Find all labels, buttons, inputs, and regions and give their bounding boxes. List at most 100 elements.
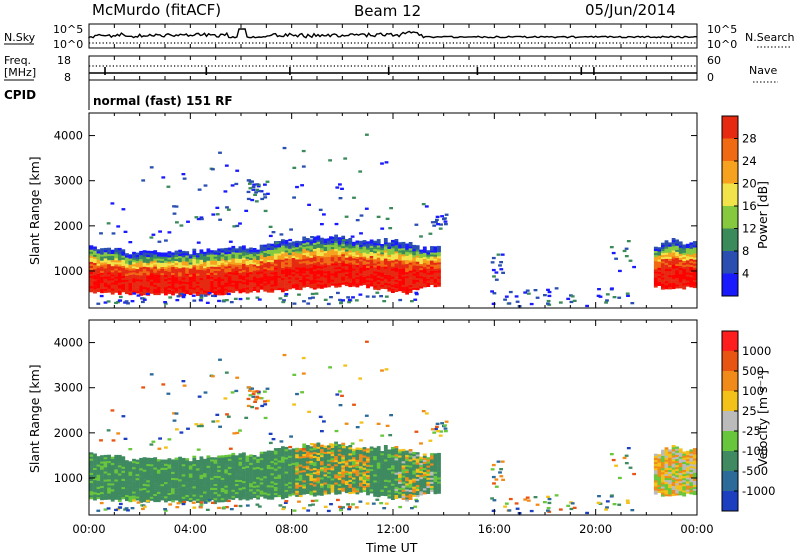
velocity-cell [302, 474, 307, 477]
velocity-cell [298, 448, 303, 451]
power-cell [504, 295, 509, 298]
velocity-cell [117, 475, 122, 478]
power-cell [337, 266, 342, 269]
power-cell [430, 274, 434, 277]
velocity-cell [330, 447, 335, 451]
power-cell [242, 261, 246, 264]
power-cell [341, 237, 346, 241]
power-cell [114, 264, 119, 267]
velocity-cell [128, 491, 133, 495]
power-cell [437, 278, 441, 281]
power-cell [664, 260, 669, 263]
velocity-cell [142, 461, 147, 464]
power-cell [422, 272, 427, 276]
velocity-cell [383, 493, 388, 497]
velocity-cell [398, 477, 402, 480]
power-cell [256, 249, 260, 252]
velocity-cell [96, 476, 101, 479]
velocity-cell [100, 489, 104, 493]
velocity-cell [387, 492, 392, 495]
velocity-cell [139, 480, 143, 483]
power-cell [671, 276, 676, 279]
velocity-cell [373, 482, 377, 485]
power-cell [302, 260, 307, 264]
velocity-cell [362, 447, 367, 450]
power-cell [89, 255, 94, 258]
velocity-cell [117, 471, 122, 474]
power-cell [394, 263, 399, 266]
power-cell [117, 256, 122, 259]
power-cell [142, 284, 147, 288]
power-cell [653, 260, 658, 264]
velocity-cell [295, 464, 299, 467]
power-cell [668, 285, 672, 288]
velocity-cell [391, 446, 395, 450]
velocity-cell [394, 486, 399, 489]
power-cell [257, 189, 262, 193]
power-cell [307, 203, 311, 206]
power-cell [234, 270, 239, 273]
power-cell [156, 292, 161, 296]
power-cell [107, 270, 111, 273]
power-cell [277, 251, 282, 254]
power-cell [398, 268, 402, 271]
power-cell [185, 277, 190, 280]
velocity-cell [174, 471, 179, 475]
power-cell [164, 262, 168, 265]
power-cell [344, 263, 349, 266]
power-cell [259, 250, 264, 254]
velocity-cell [139, 459, 143, 463]
velocity-cell [327, 479, 331, 483]
power-cell [653, 269, 658, 272]
velocity-cell [146, 478, 151, 481]
velocity-cell [316, 464, 321, 468]
velocity-cell [256, 460, 260, 463]
power-cell [437, 272, 441, 275]
power-cell [263, 244, 268, 247]
power-cell [199, 275, 204, 279]
power-cell [178, 280, 182, 283]
power-heatmap [89, 133, 697, 308]
power-cell [415, 285, 420, 289]
power-cell [376, 259, 381, 262]
velocity-cell [181, 474, 186, 477]
velocity-cell [156, 483, 161, 486]
power-cell [273, 285, 278, 289]
velocity-cell [146, 498, 151, 501]
power-cell [309, 281, 314, 285]
velocity-cell [309, 466, 314, 469]
velocity-cell [359, 457, 363, 461]
velocity-cell [142, 473, 147, 476]
power-cell [117, 290, 122, 293]
velocity-cell [266, 466, 271, 470]
power-cell [678, 251, 683, 254]
velocity-cell [298, 456, 303, 459]
velocity-cell [220, 477, 225, 480]
velocity-cell [334, 492, 338, 495]
power-cell [380, 268, 385, 271]
velocity-cell [270, 473, 275, 476]
power-cell [110, 292, 115, 295]
velocity-cell [277, 462, 282, 465]
power-cell [213, 254, 218, 257]
power-cell [401, 248, 406, 251]
velocity-cell [387, 461, 392, 464]
power-cell [121, 208, 126, 211]
power-cell [405, 257, 409, 260]
power-cell [678, 275, 683, 279]
velocity-cell [213, 465, 218, 468]
velocity-cell [273, 454, 278, 457]
power-cell [192, 250, 197, 253]
velocity-cell [249, 468, 253, 472]
velocity-cell [89, 462, 94, 465]
velocity-cell [376, 484, 381, 487]
velocity-cell [195, 482, 200, 485]
power-cell [678, 267, 683, 271]
power-cell [266, 278, 271, 281]
power-cell [281, 300, 286, 304]
power-cell [164, 239, 168, 242]
power-cell [277, 261, 282, 264]
power-cell [114, 278, 119, 281]
velocity-cell [334, 474, 338, 477]
power-cell [359, 267, 363, 270]
